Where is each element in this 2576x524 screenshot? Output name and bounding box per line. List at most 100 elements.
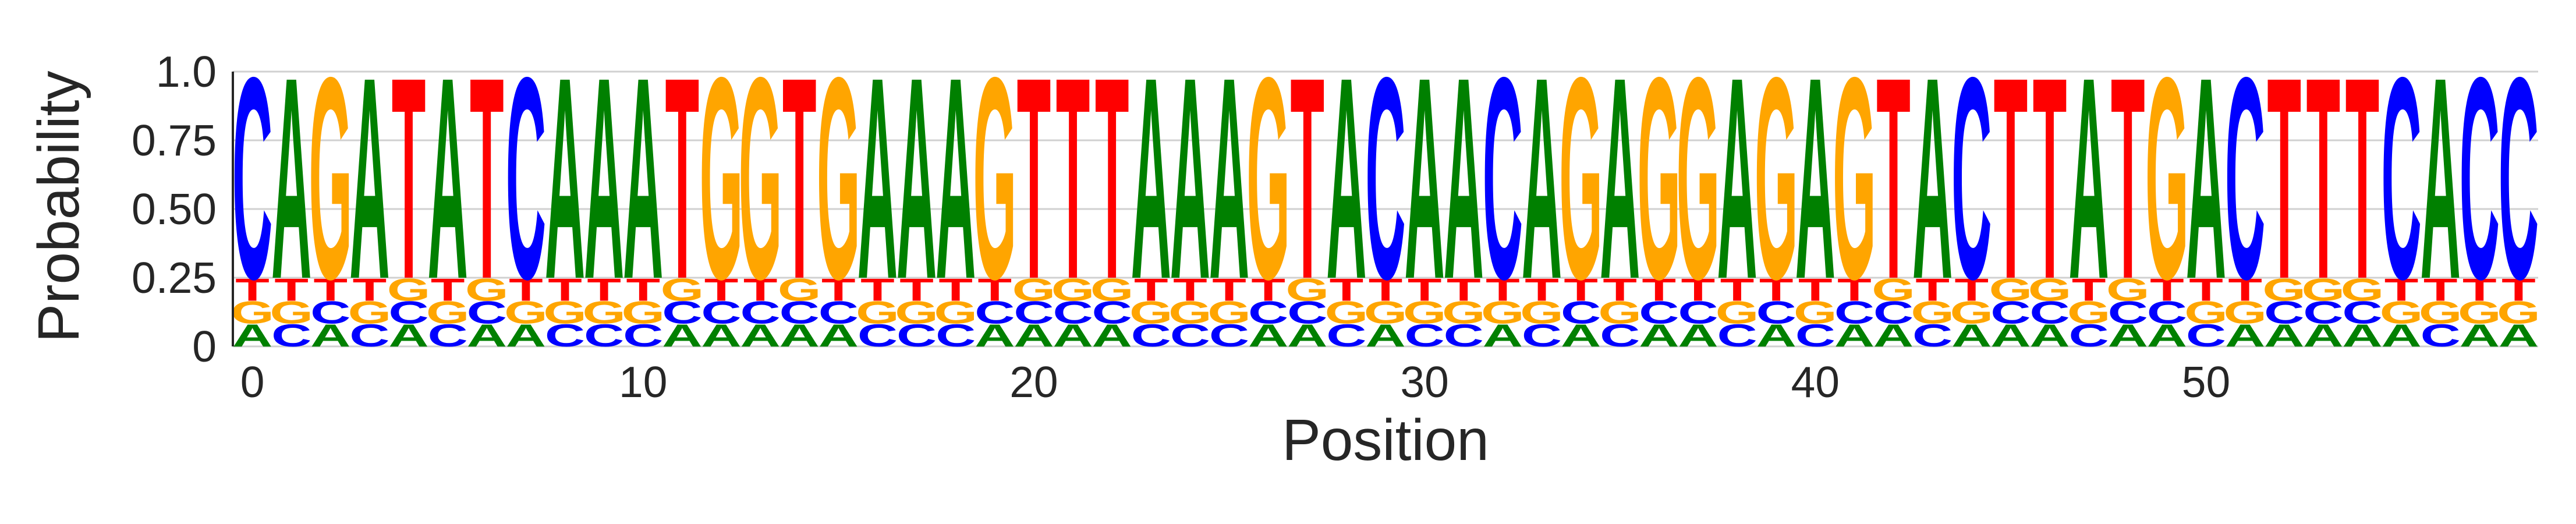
logo-letter-36-1: C — [1639, 295, 1679, 331]
logo-letter-38-2: T — [1720, 271, 1755, 307]
logo-letter-41-2: T — [1837, 271, 1872, 307]
logo-letter-29-0: A — [1365, 317, 1405, 353]
logo-letter-22-1: C — [1092, 295, 1132, 331]
logo-letter-14-1: C — [779, 295, 820, 331]
logo-letter-54-1: C — [2342, 295, 2382, 331]
logo-letter-16-2: T — [860, 271, 895, 307]
logo-letter-25-2: T — [1212, 271, 1246, 307]
grid-lines — [233, 70, 2538, 348]
logo-letter-40-3: A — [1795, 18, 1836, 339]
logo-letter-49-3: G — [2145, 18, 2189, 339]
logo-letter-33-3: A — [1522, 18, 1562, 339]
logo-letter-56-2: T — [2423, 271, 2458, 307]
logo-letter-2-2: T — [314, 271, 348, 307]
logo-letter-31-2: T — [1447, 271, 1481, 307]
logo-letter-39-0: A — [1756, 317, 1797, 353]
logo-letter-54-2: G — [2341, 271, 2384, 307]
logo-letter-0-0: A — [232, 317, 272, 353]
logo-letter-17-1: G — [895, 295, 938, 331]
logo-letter-45-3: T — [1994, 18, 2028, 339]
logo-letter-15-3: G — [817, 18, 860, 339]
logo-letter-37-0: A — [1678, 317, 1718, 353]
logo-letter-45-0: A — [1990, 317, 2031, 353]
logo-letter-57-1: G — [2458, 295, 2501, 331]
logo-letter-38-0: C — [1717, 317, 1757, 353]
logo-letter-35-0: C — [1600, 317, 1640, 353]
logo-letter-34-2: T — [1564, 271, 1598, 307]
logo-letter-43-3: A — [1912, 18, 1953, 339]
logo-letter-10-2: T — [626, 271, 660, 307]
x-tick-label-1: 10 — [619, 357, 667, 406]
y-tick-label-1: 0.25 — [132, 253, 217, 302]
logo-letter-28-3: A — [1326, 18, 1366, 339]
logo-letter-57-0: A — [2460, 317, 2500, 353]
logo-letter-50-2: T — [2189, 271, 2223, 307]
logo-letter-48-3: T — [2111, 18, 2145, 339]
logo-letter-52-1: C — [2264, 295, 2304, 331]
logo-letter-12-2: T — [704, 271, 739, 307]
logo-letter-24-1: G — [1168, 295, 1212, 331]
logo-letter-5-3: A — [428, 18, 468, 339]
logo-letter-1-2: T — [274, 271, 309, 307]
logo-letter-10-3: A — [623, 18, 663, 339]
logo-letter-33-0: C — [1522, 317, 1562, 353]
y-tick-label-2: 0.50 — [132, 185, 217, 233]
logo-letter-46-0: A — [2029, 317, 2070, 353]
logo-letter-6-0: A — [467, 317, 507, 353]
logo-letter-6-3: T — [470, 18, 504, 339]
logo-letter-42-2: G — [1872, 271, 1915, 307]
logo-letter-44-1: G — [1950, 295, 1993, 331]
logo-letter-9-0: C — [584, 317, 624, 353]
logo-letter-14-0: A — [779, 317, 820, 353]
logo-letter-46-1: C — [2029, 295, 2070, 331]
logo-letter-49-2: T — [2150, 271, 2184, 307]
logo-letter-4-3: T — [392, 18, 426, 339]
logo-letter-50-0: C — [2186, 317, 2226, 353]
logo-letter-22-2: G — [1090, 271, 1134, 307]
logo-letter-47-2: T — [2072, 271, 2106, 307]
logo-letter-52-2: G — [2262, 271, 2306, 307]
logo-letter-29-2: T — [1369, 271, 1403, 307]
logo-letter-58-0: A — [2499, 317, 2539, 353]
logo-letter-19-3: G — [973, 18, 1017, 339]
logo-letter-27-2: G — [1285, 271, 1329, 307]
logo-letter-0-3: C — [232, 18, 272, 339]
logo-letter-23-1: G — [1129, 295, 1173, 331]
logo-letter-26-2: T — [1251, 271, 1285, 307]
logo-letter-21-3: T — [1056, 18, 1090, 339]
logo-letter-52-3: T — [2267, 18, 2301, 339]
logo-letter-17-3: A — [897, 18, 937, 339]
logo-letter-16-3: A — [858, 18, 898, 339]
logo-letter-5-0: C — [428, 317, 468, 353]
logo-letter-34-3: G — [1559, 18, 1603, 339]
logo-letter-36-0: A — [1639, 317, 1679, 353]
logo-letter-29-1: G — [1364, 295, 1408, 331]
logo-letter-53-3: T — [2306, 18, 2341, 339]
logo-letter-19-0: A — [975, 317, 1015, 353]
logo-letter-4-1: C — [388, 295, 428, 331]
logo-letter-47-1: G — [2067, 295, 2111, 331]
x-tick-label-3: 30 — [1400, 357, 1448, 406]
logo-letter-38-3: A — [1717, 18, 1757, 339]
logo-letter-46-3: T — [2033, 18, 2067, 339]
logo-letter-57-2: T — [2462, 271, 2497, 307]
logo-letter-26-0: A — [1248, 317, 1288, 353]
logo-letter-1-3: A — [271, 18, 311, 339]
logo-letter-39-1: C — [1756, 295, 1797, 331]
logo-letter-28-2: T — [1330, 271, 1364, 307]
logo-letter-44-3: C — [1951, 18, 1992, 339]
logo-letter-55-0: A — [2381, 317, 2421, 353]
logo-letter-18-2: T — [938, 271, 973, 307]
logo-letter-34-0: A — [1561, 317, 1601, 353]
logo-letter-20-2: G — [1012, 271, 1056, 307]
logo-letter-2-1: C — [310, 295, 350, 331]
logo-letter-27-0: A — [1287, 317, 1327, 353]
x-tick-label-4: 40 — [1791, 357, 1840, 406]
x-axis-label: Position — [1282, 408, 1489, 473]
logo-letter-1-0: C — [271, 317, 311, 353]
y-tick-label-0: 0 — [192, 322, 217, 371]
logo-letter-9-3: A — [584, 18, 624, 339]
logo-letter-38-1: G — [1716, 295, 1759, 331]
logo-letter-21-2: G — [1051, 271, 1095, 307]
